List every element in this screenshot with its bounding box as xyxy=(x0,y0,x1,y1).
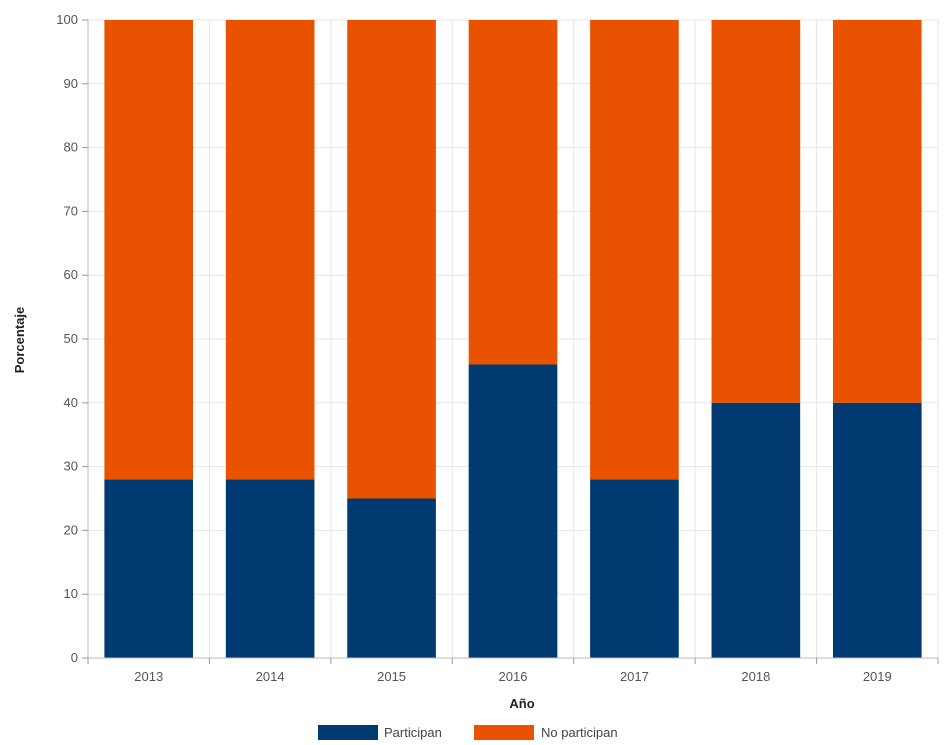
bar-participan-2018 xyxy=(711,402,801,658)
bar-no-participan-2013 xyxy=(104,20,194,480)
legend-swatch-no-participan xyxy=(474,725,534,740)
legend-swatch-participan xyxy=(318,725,378,740)
bars-layer xyxy=(104,20,922,658)
bar-participan-2016 xyxy=(468,364,558,658)
bar-no-participan-2019 xyxy=(832,20,922,403)
y-tick-label: 40 xyxy=(64,395,78,410)
x-tick-label: 2019 xyxy=(863,669,892,684)
y-axis-title: Porcentaje xyxy=(12,307,27,373)
bar-participan-2013 xyxy=(104,479,194,658)
y-tick-label: 30 xyxy=(64,459,78,474)
y-tick-label: 90 xyxy=(64,76,78,91)
x-tick-label: 2015 xyxy=(377,669,406,684)
y-tick-label: 0 xyxy=(71,650,78,665)
legend: Participan No participan xyxy=(318,725,618,740)
bar-participan-2019 xyxy=(832,402,922,658)
bar-no-participan-2018 xyxy=(711,20,801,403)
x-tick-label: 2016 xyxy=(499,669,528,684)
bar-participan-2017 xyxy=(590,479,679,658)
x-axis-title: Año xyxy=(509,696,534,711)
y-tick-label: 10 xyxy=(64,586,78,601)
legend-label-participan: Participan xyxy=(384,725,442,740)
y-tick-label: 100 xyxy=(56,12,78,27)
y-tick-label: 20 xyxy=(64,522,78,537)
bar-participan-2014 xyxy=(225,479,315,658)
bar-no-participan-2017 xyxy=(590,20,679,480)
bar-no-participan-2014 xyxy=(225,20,315,480)
y-tick-label: 80 xyxy=(64,140,78,155)
x-tick-label: 2013 xyxy=(134,669,163,684)
bar-no-participan-2015 xyxy=(347,20,436,499)
x-tick-label: 2017 xyxy=(620,669,649,684)
bar-participan-2015 xyxy=(347,498,436,658)
y-tick-label: 50 xyxy=(64,331,78,346)
y-tick-label: 70 xyxy=(64,203,78,218)
ticks-layer: 0 10 20 30 40 50 60 70 80 90 100 2013 2014 2015 2016 20… xyxy=(56,12,939,684)
legend-label-no-participan: No participan xyxy=(541,725,618,740)
x-tick-label: 2018 xyxy=(741,669,770,684)
bar-no-participan-2016 xyxy=(468,20,558,365)
x-tick-label: 2014 xyxy=(256,669,285,684)
y-tick-label: 60 xyxy=(64,267,78,282)
